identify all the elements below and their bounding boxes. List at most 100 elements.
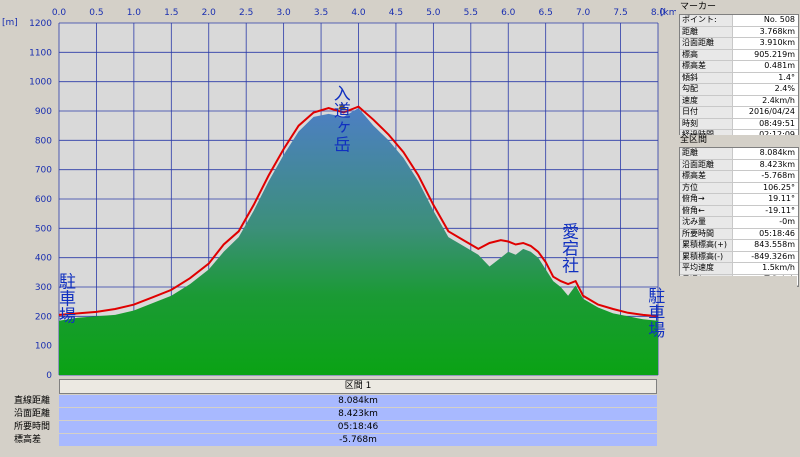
info-key: 傾斜	[680, 72, 733, 83]
marker-table: ポイント: No. 508 距離 3.768km 沿面距離 3.910km 標高 905.21…	[679, 14, 799, 143]
info-row: ポイント: No. 508	[680, 15, 798, 27]
summary-label: 標高差	[14, 435, 42, 445]
summary-value: 05:18:46	[59, 421, 657, 433]
info-value: 3.768km	[759, 26, 795, 36]
info-row: 沿面距離 8.423km	[680, 159, 798, 171]
section-header[interactable]: 区間 1	[59, 379, 657, 394]
x-axis-unit: [km]	[660, 8, 676, 18]
elevation-area	[59, 108, 658, 375]
info-row: 方位 106.25°	[680, 182, 798, 194]
summary-value: 8.423km	[59, 408, 657, 420]
y-tick-label: 1100	[29, 48, 52, 58]
info-value: 1.4°	[778, 72, 795, 82]
info-value: 1.5km/h	[762, 263, 795, 272]
y-tick-label: 1200	[29, 19, 52, 29]
info-value: 106.25°	[763, 182, 795, 192]
info-row: 平均速度 1.5km/h	[680, 263, 798, 275]
x-tick-label: 3.0	[276, 8, 291, 18]
summary-label: 直線距離	[14, 396, 51, 406]
y-tick-label: 200	[35, 312, 52, 322]
elevation-chart[interactable]: 0.0 0.5 1.0 1.5 2.0 2.5 3.0 3.5 4.0 4.5 5.0 5.5 6.0 6…	[0, 0, 676, 378]
info-value: 19.11°	[768, 194, 795, 203]
info-key: 距離	[680, 26, 733, 37]
info-key: 累積標高(-)	[680, 251, 733, 262]
info-value: -19.11°	[765, 205, 795, 215]
info-key: 俯角←	[680, 205, 733, 216]
y-tick-label: 600	[35, 195, 52, 205]
y-tick-label: 500	[35, 224, 52, 234]
info-value: -849.326m	[751, 251, 795, 261]
x-tick-label: 6.0	[501, 8, 516, 18]
place-annotation: 入道ヶ岳	[330, 85, 351, 153]
y-tick-labels: 0 100 200 300 400 500 600 700 800 900 1000 1100 1200	[29, 19, 52, 378]
info-row: 日付 2016/04/24	[680, 107, 798, 119]
y-tick-label: 0	[46, 371, 52, 378]
info-value: 843.558m	[754, 240, 795, 249]
summary-row: 所要時間 05:18:46	[0, 421, 676, 433]
info-row: 俯角→ 19.11°	[680, 194, 798, 206]
info-row: 傾斜 1.4°	[680, 72, 798, 84]
total-panel-title: 全区間	[678, 135, 800, 146]
info-value: 8.423km	[759, 159, 795, 169]
x-tick-label: 8.0	[651, 8, 666, 18]
info-key: 俯角→	[680, 194, 733, 205]
info-row: 距離 8.084km	[680, 148, 798, 160]
info-value: 905.219m	[754, 49, 795, 59]
y-tick-label: 700	[35, 166, 52, 176]
info-value: 8.084km	[759, 148, 795, 157]
summary-label: 沿面距離	[14, 409, 51, 419]
info-key: 標高差	[680, 61, 733, 72]
summary-value: -5.768m	[59, 434, 657, 446]
info-value: No. 508	[763, 15, 795, 24]
x-tick-label: 1.0	[127, 8, 142, 18]
info-row: 距離 3.768km	[680, 26, 798, 38]
info-row: 俯角← -19.11°	[680, 205, 798, 217]
x-tick-label: 6.5	[539, 8, 553, 18]
info-value: -0m	[779, 217, 795, 226]
info-row: 標高 905.219m	[680, 49, 798, 61]
info-key: 距離	[680, 148, 733, 159]
info-value: -5.768m	[761, 171, 795, 180]
y-tick-label: 800	[35, 136, 52, 146]
summary-row: 標高差 -5.768m	[0, 434, 676, 446]
info-row: 累積標高(-) -849.326m	[680, 251, 798, 263]
y-tick-label: 1000	[29, 78, 52, 88]
section-summary: 直線距離 8.084km 沿面距離 8.423km 所要時間 05:18:46 …	[0, 394, 676, 446]
place-annotation: 愛宕社	[558, 222, 579, 273]
info-sidebar: マーカー ポイント: No. 508 距離 3.768km 沿面距離 3.910km 標高 9…	[678, 0, 800, 457]
y-tick-label: 900	[35, 107, 52, 117]
x-tick-label: 5.0	[426, 8, 441, 18]
info-row: 標高差 -5.768m	[680, 171, 798, 183]
peak-marker-icon	[338, 102, 347, 110]
info-row: 速度 2.4km/h	[680, 95, 798, 107]
x-tick-label: 5.5	[464, 8, 478, 18]
info-key: 標高差	[680, 171, 733, 182]
info-value: 05:18:46	[759, 228, 795, 238]
info-key: 沈み量	[680, 217, 733, 228]
x-tick-label: 7.5	[613, 8, 627, 18]
info-key: 時刻	[680, 118, 733, 129]
info-key: 勾配	[680, 84, 733, 95]
info-value: 3.910km	[759, 38, 795, 47]
info-value: 2.4km/h	[762, 95, 795, 105]
x-tick-label: 0.0	[52, 8, 67, 18]
place-annotation: 駐車場	[644, 287, 665, 339]
info-key: 沿面距離	[680, 159, 733, 170]
elevation-chart-area: 0.0 0.5 1.0 1.5 2.0 2.5 3.0 3.5 4.0 4.5 5.0 5.5 6.0 6…	[0, 0, 676, 378]
summary-row: 直線距離 8.084km	[0, 395, 676, 407]
summary-row: 沿面距離 8.423km	[0, 408, 676, 420]
info-key: ポイント:	[680, 15, 733, 26]
info-value: 0.481m	[764, 61, 795, 70]
info-value: 2016/04/24	[748, 107, 795, 116]
y-tick-label: 100	[35, 342, 52, 352]
sidebar-blank	[679, 276, 797, 456]
info-row: 累積標高(+) 843.558m	[680, 240, 798, 252]
x-tick-label: 2.5	[239, 8, 253, 18]
marker-panel-title: マーカー	[678, 2, 800, 13]
total-table: 距離 8.084km 沿面距離 8.423km 標高差 -5.768m 方位 106.25° 俯…	[679, 147, 799, 287]
y-tick-label: 400	[35, 254, 52, 264]
info-value: 2.4%	[774, 84, 795, 93]
x-tick-label: 0.5	[89, 8, 103, 18]
info-key: 標高	[680, 49, 733, 60]
